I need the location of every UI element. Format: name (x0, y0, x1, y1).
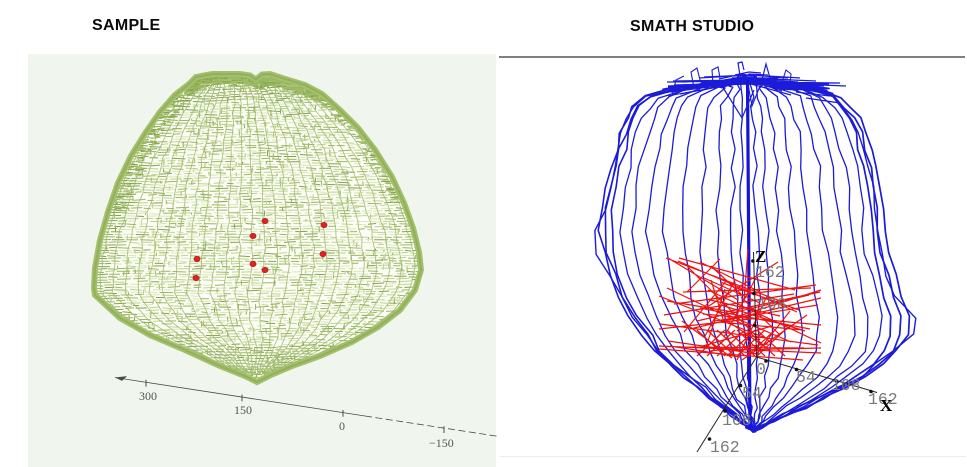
svg-text:X: X (880, 396, 893, 415)
svg-text:162: 162 (868, 390, 898, 409)
svg-text:150: 150 (234, 403, 252, 417)
svg-text:0: 0 (756, 360, 766, 379)
svg-text:0: 0 (339, 419, 345, 433)
svg-text:54: 54 (742, 384, 762, 403)
svg-text:108: 108 (757, 295, 787, 314)
svg-text:−150: −150 (429, 436, 454, 450)
svg-text:Z: Z (755, 247, 766, 266)
svg-text:162: 162 (755, 263, 785, 282)
svg-text:108: 108 (831, 376, 861, 395)
svg-text:300: 300 (139, 389, 157, 403)
svg-text:108: 108 (722, 411, 752, 430)
svg-text:54: 54 (796, 368, 816, 387)
svg-text:162: 162 (710, 438, 740, 457)
